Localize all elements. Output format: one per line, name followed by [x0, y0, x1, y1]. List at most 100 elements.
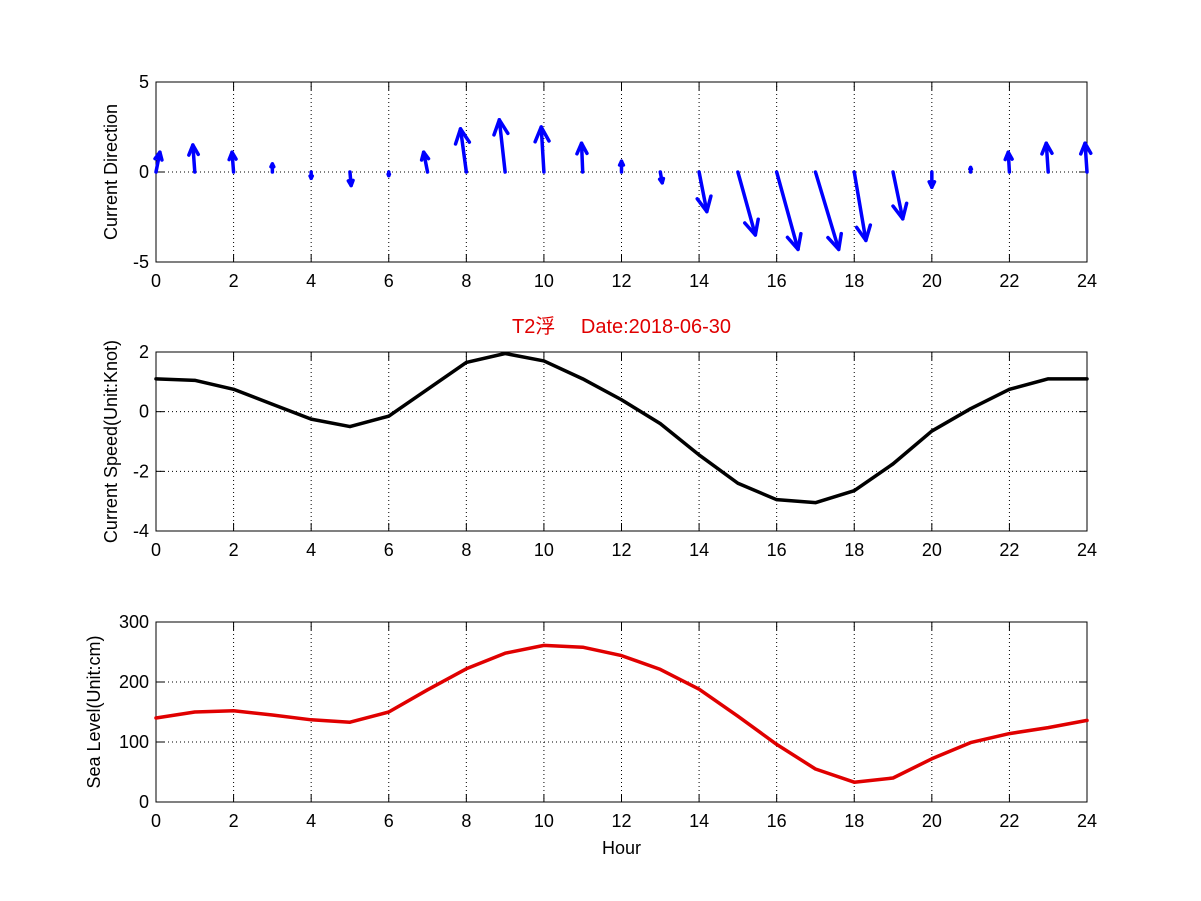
current-arrow — [533, 125, 551, 174]
x-axis-label: Hour — [602, 838, 641, 858]
current-arrow — [617, 159, 626, 174]
data-point — [1007, 387, 1011, 391]
data-point — [464, 667, 468, 671]
y-tick-label: 2 — [139, 342, 149, 362]
data-point — [930, 429, 934, 433]
x-tick-label: 6 — [384, 540, 394, 560]
y-axis-label: Sea Level(Unit:cm) — [84, 635, 104, 788]
data-point — [503, 351, 507, 355]
y-axis-label: Current Direction — [101, 104, 121, 240]
arrow-head — [187, 143, 200, 157]
data-point — [852, 780, 856, 784]
current-arrow — [187, 143, 200, 174]
current-arrow — [386, 170, 392, 178]
current-arrow — [227, 150, 238, 174]
x-tick-label: 14 — [689, 271, 709, 291]
current-arrow — [346, 170, 355, 188]
data-point — [193, 378, 197, 382]
arrow-head — [227, 150, 238, 162]
x-tick-label: 4 — [306, 271, 316, 291]
x-tick-label: 18 — [844, 540, 864, 560]
data-point — [813, 767, 817, 771]
current-arrow — [453, 127, 472, 174]
x-tick-label: 20 — [922, 811, 942, 831]
arrow-shaft — [891, 170, 905, 221]
x-tick-label: 0 — [151, 271, 161, 291]
x-tick-label: 20 — [922, 271, 942, 291]
x-tick-label: 10 — [534, 271, 554, 291]
y-axis-label: Current Speed(Unit:Knot) — [101, 340, 121, 543]
arrow-head — [575, 141, 589, 156]
x-tick-label: 14 — [689, 540, 709, 560]
current-arrow — [657, 170, 666, 185]
data-point — [736, 714, 740, 718]
x-tick-label: 10 — [534, 540, 554, 560]
y-tick-label: 0 — [139, 162, 149, 182]
current-arrow — [492, 118, 510, 174]
data-point — [426, 688, 430, 692]
current-arrow — [575, 141, 589, 174]
data-point — [464, 360, 468, 364]
data-point — [658, 422, 662, 426]
data-point — [426, 387, 430, 391]
current-arrow — [891, 170, 909, 221]
x-tick-label: 24 — [1077, 540, 1097, 560]
x-tick-label: 8 — [461, 811, 471, 831]
arrow-shaft — [497, 118, 507, 174]
current-arrow — [695, 170, 713, 214]
data-point — [697, 453, 701, 457]
data-point — [775, 742, 779, 746]
arrow-shaft — [191, 143, 197, 174]
data-point — [1007, 732, 1011, 736]
arrow-shaft — [774, 170, 800, 252]
data-point — [542, 359, 546, 363]
x-tick-label: 10 — [534, 811, 554, 831]
x-tick-label: 6 — [384, 271, 394, 291]
series — [153, 118, 1093, 252]
current-arrow — [1040, 141, 1054, 174]
x-tick-label: 14 — [689, 811, 709, 831]
current-arrow — [419, 150, 431, 174]
x-tick-label: 6 — [384, 811, 394, 831]
data-point — [348, 425, 352, 429]
arrow-head — [617, 159, 626, 167]
data-point — [891, 462, 895, 466]
data-point — [813, 501, 817, 505]
data-point — [232, 387, 236, 391]
current-arrow — [736, 170, 760, 237]
data-point — [891, 776, 895, 780]
data-point — [658, 667, 662, 671]
x-tick-label: 8 — [461, 540, 471, 560]
arrow-shaft — [697, 170, 709, 214]
arrow-head — [826, 231, 843, 252]
current-arrow — [1078, 141, 1093, 174]
arrow-head — [657, 176, 666, 185]
data-point — [581, 645, 585, 649]
arrow-head — [785, 231, 803, 252]
data-point — [270, 402, 274, 406]
arrow-shaft — [1044, 141, 1050, 174]
ticks: 0 2 4 6 8 10 12 14 16 18 20 22 24-505 — [133, 72, 1097, 291]
data-point — [387, 710, 391, 714]
arrow-shaft — [736, 170, 758, 237]
arrow-head — [153, 150, 164, 162]
data-point — [387, 414, 391, 418]
data-point — [1046, 377, 1050, 381]
y-tick-label: -4 — [133, 521, 149, 541]
current-arrow — [813, 170, 843, 252]
x-tick-label: 0 — [151, 540, 161, 560]
arrow-head — [492, 118, 510, 137]
arrow-shaft — [579, 141, 585, 174]
data-point — [1085, 377, 1089, 381]
current-arrow — [153, 150, 164, 174]
x-tick-label: 8 — [461, 271, 471, 291]
data-point — [697, 687, 701, 691]
data-point — [930, 757, 934, 761]
y-tick-label: 5 — [139, 72, 149, 92]
x-tick-label: 22 — [999, 271, 1019, 291]
y-tick-label: 100 — [119, 732, 149, 752]
